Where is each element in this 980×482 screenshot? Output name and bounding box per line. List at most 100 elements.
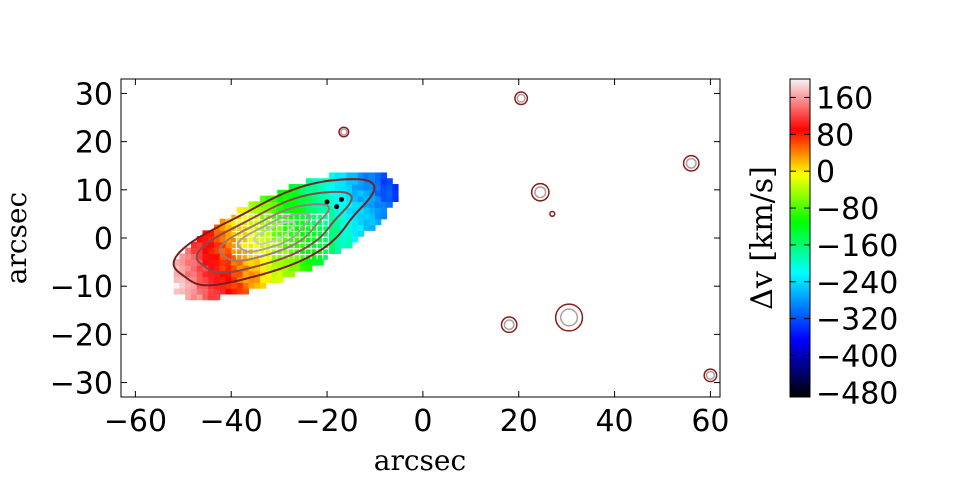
velocity-cell (208, 264, 215, 272)
velocity-cell (305, 259, 313, 266)
velocity-cell (219, 259, 227, 266)
velocity-cell (300, 264, 307, 272)
velocity-cell (208, 247, 215, 255)
velocity-cell (248, 226, 254, 231)
velocity-cell (242, 214, 248, 220)
velocity-cell (363, 195, 370, 202)
velocity-cell (242, 255, 248, 260)
velocity-cell (202, 247, 209, 255)
velocity-cell (242, 270, 250, 278)
velocity-cell (277, 270, 284, 278)
source-contour-outer (514, 91, 529, 106)
velocity-cell (311, 220, 317, 226)
velocity-cell (190, 247, 198, 255)
velocity-cell (190, 282, 198, 289)
velocity-cell (242, 237, 248, 243)
velocity-cell (294, 255, 300, 260)
velocity-cell (213, 236, 221, 243)
velocity-cell (288, 232, 294, 237)
velocity-cell (254, 207, 261, 214)
velocity-cell (294, 207, 301, 214)
velocity-cell (369, 207, 376, 214)
source-contour-outer (554, 303, 584, 332)
velocity-cell (265, 270, 273, 278)
velocity-cell (346, 241, 353, 249)
velocity-cell (357, 195, 365, 202)
velocity-cell (213, 241, 221, 249)
velocity-cell (288, 264, 296, 272)
velocity-cell (231, 220, 236, 226)
velocity-cell (386, 195, 393, 202)
source-contour-inner (685, 157, 697, 169)
colorbar-tick-label: 80 (816, 118, 854, 153)
velocity-cell (213, 259, 221, 266)
velocity-cell (254, 220, 259, 226)
velocity-cell (323, 226, 328, 231)
velocity-cell (225, 247, 232, 255)
velocity-cell (254, 259, 261, 266)
velocity-cell (317, 220, 323, 226)
velocity-cell (386, 201, 393, 208)
velocity-cell (311, 214, 317, 220)
velocity-cell (369, 195, 376, 202)
velocity-cell (392, 184, 399, 191)
velocity-cell (248, 220, 254, 226)
velocity-cell (340, 184, 347, 191)
y-tick-label: 20 (75, 126, 113, 161)
velocity-cell (219, 270, 227, 278)
velocity-cell (346, 178, 353, 185)
velocity-cell (340, 241, 347, 249)
velocity-cell (346, 224, 353, 231)
velocity-cell (271, 207, 278, 214)
y-tick-label: −30 (50, 367, 113, 402)
velocity-cell (311, 207, 319, 214)
velocity-cell (294, 237, 300, 243)
velocity-cell (328, 201, 336, 208)
velocity-cell (254, 282, 261, 289)
velocity-cell (219, 253, 227, 260)
velocity-cell (236, 232, 242, 237)
velocity-cell (271, 255, 277, 260)
velocity-cell (173, 288, 181, 295)
velocity-cell (374, 189, 382, 197)
colorbar-tick-label: −320 (816, 303, 898, 338)
velocity-cell (317, 259, 324, 266)
velocity-cell (328, 195, 336, 202)
velocity-cell (225, 270, 232, 278)
velocity-cell (185, 293, 192, 301)
velocity-cell (288, 237, 294, 243)
velocity-cell (351, 224, 359, 231)
velocity-cell (369, 224, 376, 231)
velocity-cell (271, 201, 278, 208)
velocity-cell (282, 226, 288, 231)
velocity-cell (380, 184, 388, 191)
velocity-cell (300, 259, 307, 266)
velocity-cell (288, 207, 296, 214)
velocity-cell (346, 207, 353, 214)
y-axis-label: arcsec (0, 192, 33, 284)
velocity-cell (259, 249, 265, 255)
velocity-cell (300, 214, 305, 220)
velocity-cell (323, 220, 328, 226)
velocity-cell (340, 218, 347, 226)
velocity-cell (357, 224, 365, 231)
velocity-dot (338, 196, 344, 202)
velocity-cell (323, 237, 328, 243)
velocity-cell (363, 184, 370, 191)
source-contour-inner (705, 370, 716, 380)
velocity-cell (179, 259, 186, 266)
velocity-cell (254, 243, 259, 249)
velocity-cell (334, 218, 342, 226)
velocity-cell (259, 226, 265, 231)
velocity-cell (236, 259, 244, 266)
galaxy-contour (172, 178, 376, 287)
velocity-cell (374, 172, 382, 179)
velocity-cell (300, 195, 307, 202)
velocity-cell (213, 288, 221, 295)
y-tick-label: −20 (50, 318, 113, 353)
velocity-cell (265, 276, 273, 283)
velocity-cell (185, 264, 192, 272)
velocity-cell (305, 178, 313, 185)
velocity-cell (208, 253, 215, 260)
velocity-cell (386, 178, 393, 185)
